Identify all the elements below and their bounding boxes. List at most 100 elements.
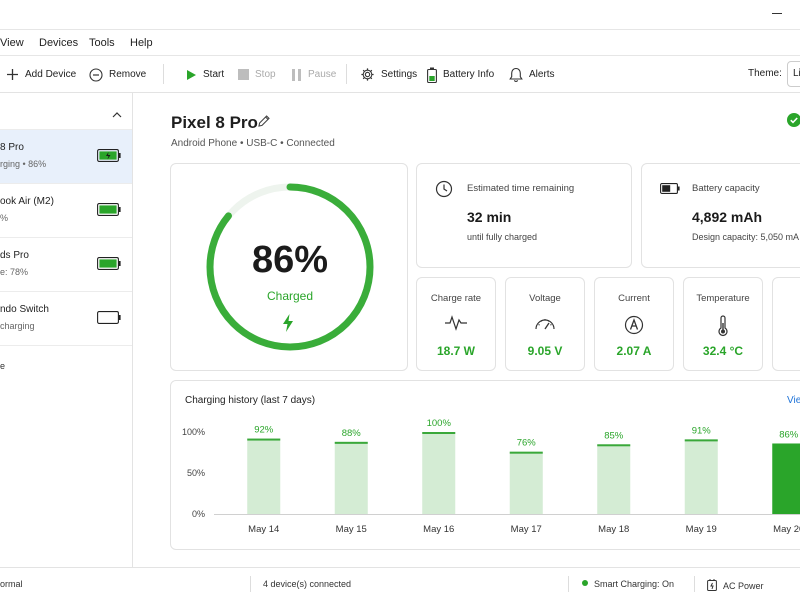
device-name: 8 Pro	[0, 142, 24, 153]
remove-label: Remove	[109, 69, 147, 80]
sidebar-device-buds[interactable]: ds Pro e: 78%	[0, 238, 132, 292]
metric-value: 32.4 °C	[702, 344, 744, 358]
menu-help[interactable]: Help	[130, 37, 153, 49]
battery-info-button[interactable]: Battery Info	[427, 56, 494, 93]
theme-select[interactable]: Li	[787, 61, 800, 87]
minimize-icon[interactable]	[772, 13, 782, 14]
time-remaining-value: 32 min	[467, 209, 512, 225]
y-tick-label: 100%	[182, 427, 205, 437]
menu-view[interactable]: View	[0, 37, 24, 49]
ampere-icon	[595, 315, 673, 338]
stop-label: Stop	[255, 69, 276, 80]
history-bar	[772, 443, 800, 514]
bar-value-label: 76%	[517, 438, 537, 449]
battery-icon	[660, 183, 680, 197]
device-status: charging	[0, 321, 35, 331]
bar-value-label: 85%	[604, 430, 624, 441]
battery-full-icon	[97, 203, 121, 219]
charge-gauge-arc	[206, 183, 374, 351]
gear-icon	[360, 67, 375, 82]
thermometer-icon	[684, 315, 762, 340]
status-dot-icon	[582, 580, 588, 586]
stop-button[interactable]: Stop	[238, 56, 276, 93]
device-status: rging • 86%	[0, 159, 47, 169]
charge-level-card: 86% Charged	[170, 163, 408, 371]
pulse-icon	[417, 315, 495, 334]
add-device-button[interactable]: Add Device	[6, 56, 76, 93]
history-bar	[334, 441, 368, 514]
y-tick-label: 0%	[192, 509, 205, 519]
theme-label: Theme:	[748, 68, 782, 79]
x-tick-label: May 15	[336, 524, 367, 535]
metric-label: Current	[618, 293, 650, 304]
history-bar	[509, 451, 543, 514]
device-name: ds Pro	[0, 250, 29, 261]
status-divider	[250, 576, 251, 592]
bar-value-label: 91%	[692, 425, 712, 436]
pencil-icon[interactable]	[257, 114, 271, 131]
menu-devices[interactable]: Devices	[39, 37, 79, 49]
remove-icon	[89, 67, 103, 82]
power-source-status: AC Power	[707, 579, 764, 593]
x-tick-label: May 19	[686, 524, 717, 535]
gauge-icon	[506, 315, 584, 334]
chevron-up-icon[interactable]	[112, 107, 122, 121]
voltage-card: Voltage 9.05 V	[505, 277, 585, 371]
sidebar-device-pixel[interactable]: 8 Pro rging • 86%	[0, 130, 132, 184]
history-bar-top	[334, 441, 368, 444]
time-remaining-sub: until fully charged	[467, 232, 538, 242]
bar-value-label: 100%	[427, 418, 452, 429]
history-bar	[247, 438, 281, 514]
sidebar-footer-text[interactable]: e	[0, 361, 6, 371]
metric-value: 18.7 W	[436, 344, 475, 358]
alerts-button[interactable]: Alerts	[509, 56, 555, 93]
view-all-link[interactable]: Vie	[787, 395, 800, 406]
settings-label: Settings	[381, 69, 418, 80]
play-icon	[185, 69, 197, 81]
history-bar-top	[422, 432, 456, 434]
charging-history-card: Charging history (last 7 days) Vie 100% 5…	[170, 380, 800, 550]
menu-bar: View Devices Tools Help	[0, 30, 800, 56]
remove-button[interactable]: Remove	[89, 56, 146, 93]
clock-icon	[435, 180, 453, 201]
metric-value: 9.05 V	[527, 344, 563, 358]
history-bar-top	[247, 438, 281, 441]
battery-charging-icon	[97, 149, 121, 165]
status-connected: 4 device(s) connected	[263, 579, 352, 589]
stop-icon	[238, 69, 249, 80]
bar-value-label: 92%	[254, 425, 274, 436]
sidebar-device-switch[interactable]: ndo Switch charging	[0, 292, 132, 346]
bolt-icon	[281, 313, 295, 336]
battery-info-label: Battery Info	[443, 69, 495, 80]
history-bar-top	[597, 444, 631, 447]
pause-label: Pause	[308, 69, 337, 80]
add-device-label: Add Device	[25, 69, 77, 80]
pause-button[interactable]: Pause	[292, 56, 336, 93]
history-title: Charging history (last 7 days)	[185, 395, 316, 406]
bar-value-label: 86%	[779, 429, 799, 440]
history-bar	[597, 444, 631, 514]
sidebar-header	[0, 93, 132, 130]
settings-button[interactable]: Settings	[360, 56, 417, 93]
y-tick-label: 50%	[187, 468, 205, 478]
metric-label: Charge rate	[430, 293, 482, 304]
status-divider	[568, 576, 569, 592]
charge-state: Charged	[266, 289, 314, 303]
sidebar-device-macbook[interactable]: ook Air (M2) %	[0, 184, 132, 238]
device-name: ook Air (M2)	[0, 196, 54, 207]
history-bar-top	[509, 451, 543, 454]
plus-icon	[6, 68, 19, 81]
current-card: Current 2.07 A	[594, 277, 674, 371]
device-sidebar: 8 Pro rging • 86% ook Air (M2) % ds Pro …	[0, 93, 133, 567]
menu-tools[interactable]: Tools	[89, 37, 115, 49]
battery-empty-icon	[97, 311, 121, 327]
x-tick-label: May 14	[248, 524, 279, 535]
battery-icon	[427, 67, 437, 83]
metric-label: Temperature	[696, 293, 750, 304]
start-button[interactable]: Start	[185, 56, 224, 93]
battery-capacity-card: Battery capacity 4,892 mAh Design capaci…	[641, 163, 800, 268]
temperature-card: Temperature 32.4 °C	[683, 277, 763, 371]
design-capacity: Design capacity: 5,050 mA	[692, 232, 800, 242]
device-detail-panel: Pixel 8 Pro Android Phone • USB-C • Conn…	[153, 93, 800, 567]
x-tick-label: May 16	[423, 524, 454, 535]
